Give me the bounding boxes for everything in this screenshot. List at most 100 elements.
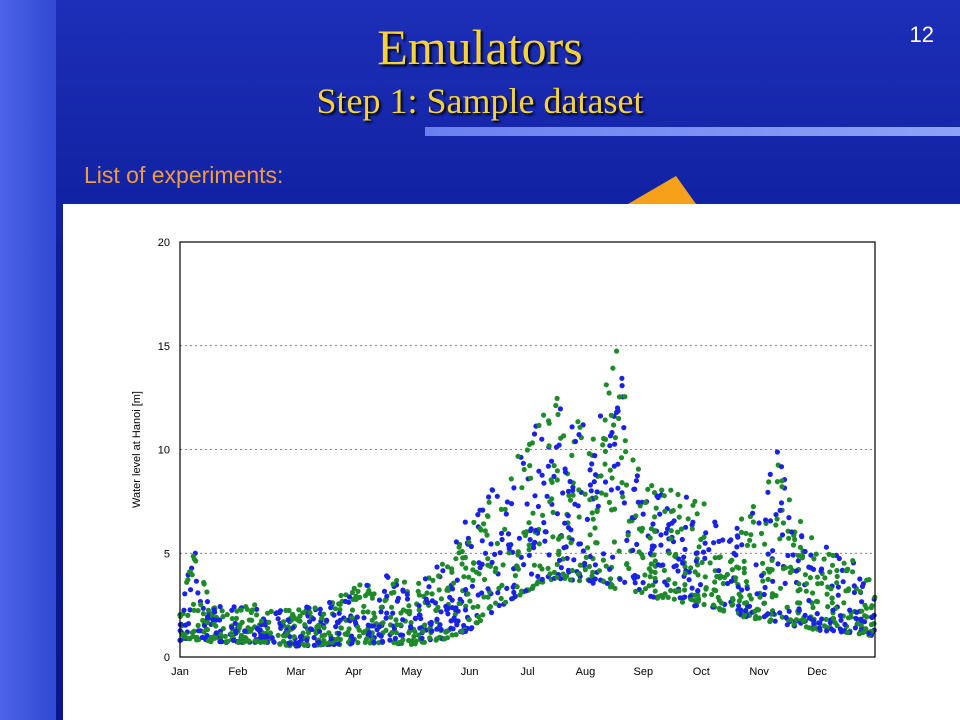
data-point — [689, 526, 695, 532]
data-point — [308, 626, 314, 632]
data-point — [864, 614, 870, 620]
data-point — [434, 626, 440, 632]
data-point — [606, 499, 613, 505]
data-point — [312, 605, 318, 611]
data-point — [337, 601, 343, 607]
data-point — [324, 617, 330, 623]
data-point — [511, 485, 517, 491]
data-point — [600, 442, 606, 448]
data-point — [550, 534, 556, 540]
data-point — [474, 620, 480, 626]
data-point — [736, 603, 742, 609]
data-point — [706, 547, 712, 553]
data-point — [360, 609, 366, 615]
data-point — [682, 570, 688, 576]
data-point — [826, 551, 832, 557]
data-point — [658, 532, 664, 538]
data-point — [416, 592, 422, 598]
data-point — [642, 586, 649, 592]
data-point — [280, 619, 287, 625]
data-point — [535, 573, 541, 579]
data-point — [563, 544, 569, 550]
data-point — [204, 619, 210, 626]
data-point — [695, 598, 701, 604]
data-point — [742, 600, 748, 606]
data-point — [607, 566, 613, 572]
data-point — [260, 639, 266, 645]
data-point — [802, 548, 808, 555]
data-point — [306, 619, 313, 625]
data-point — [810, 604, 816, 611]
data-point — [254, 606, 260, 612]
data-point — [229, 624, 235, 630]
data-point — [346, 599, 352, 605]
data-point — [761, 591, 767, 598]
data-point — [678, 526, 685, 532]
data-point — [610, 554, 616, 560]
data-point — [770, 578, 776, 584]
data-point — [735, 584, 741, 590]
data-point — [187, 569, 193, 575]
data-point — [636, 526, 643, 532]
data-point — [479, 538, 485, 544]
data-point — [866, 630, 872, 636]
data-point — [471, 560, 477, 566]
data-point — [856, 631, 862, 637]
data-point — [219, 608, 225, 614]
data-point — [569, 567, 575, 574]
data-point — [322, 632, 328, 638]
data-point — [416, 603, 422, 609]
data-point — [400, 632, 406, 638]
data-point — [456, 600, 462, 607]
data-point — [520, 460, 526, 466]
data-point — [526, 542, 532, 548]
data-point — [617, 576, 623, 582]
data-point — [275, 632, 281, 638]
data-point — [245, 625, 251, 631]
data-point — [572, 501, 578, 507]
data-point — [565, 488, 572, 494]
data-point — [795, 552, 802, 559]
data-point — [515, 453, 521, 459]
data-point — [562, 575, 568, 581]
data-point — [327, 599, 333, 606]
data-point — [632, 580, 638, 586]
data-point — [852, 625, 859, 631]
data-point — [182, 622, 189, 628]
data-point — [562, 469, 569, 475]
data-point — [858, 622, 864, 628]
slide-subtitle: Step 1: Sample dataset — [316, 81, 644, 121]
data-point — [823, 544, 830, 550]
data-point — [349, 607, 356, 613]
data-point — [840, 579, 846, 585]
data-point — [602, 448, 609, 454]
data-point — [635, 574, 641, 580]
data-point — [361, 603, 367, 609]
data-point — [321, 625, 327, 631]
data-point — [225, 638, 231, 644]
data-point — [799, 534, 805, 540]
data-point — [477, 507, 483, 513]
data-point — [566, 492, 572, 498]
data-point — [762, 600, 768, 606]
data-point — [677, 503, 683, 509]
data-point — [666, 550, 672, 556]
data-point — [476, 571, 482, 577]
data-point — [621, 425, 627, 431]
data-point — [557, 406, 563, 412]
data-point — [810, 590, 816, 596]
data-point — [290, 625, 296, 631]
data-point — [671, 564, 677, 570]
data-point — [662, 579, 668, 585]
data-point — [739, 516, 745, 522]
data-point — [378, 609, 384, 615]
data-point — [777, 585, 784, 591]
data-point — [763, 612, 770, 618]
data-point — [763, 517, 769, 523]
data-point — [554, 574, 560, 580]
y-tick-label: 10 — [158, 445, 170, 457]
data-point — [702, 555, 708, 561]
data-point — [201, 629, 207, 635]
x-tick-label: Apr — [345, 666, 362, 678]
data-point — [437, 622, 443, 628]
